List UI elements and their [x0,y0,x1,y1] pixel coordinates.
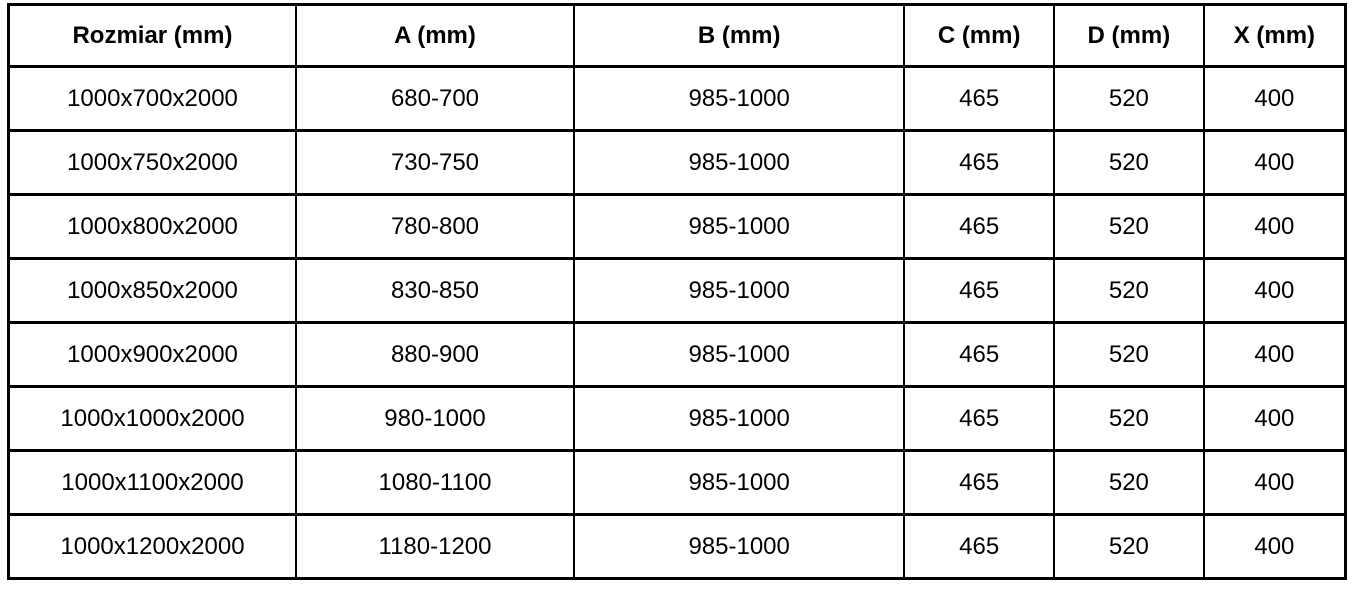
cell-b: 985-1000 [573,513,906,580]
cell-d: 520 [1053,321,1205,388]
cell-b: 985-1000 [573,449,906,516]
cell-rozmiar: 1000x800x2000 [7,193,297,260]
cell-c: 465 [903,257,1056,324]
cell-c: 465 [903,449,1056,516]
cell-d: 520 [1053,193,1205,260]
cell-rozmiar: 1000x900x2000 [7,321,297,388]
cell-d: 520 [1053,513,1205,580]
cell-a: 830-850 [294,257,576,324]
table-row: 1000x800x2000 780-800 985-1000 465 520 4… [7,193,1347,260]
cell-c: 465 [903,385,1056,452]
column-header-rozmiar: Rozmiar (mm) [7,3,297,68]
table-row: 1000x1200x2000 1180-1200 985-1000 465 52… [7,513,1347,580]
cell-d: 520 [1053,65,1205,132]
table-row: 1000x850x2000 830-850 985-1000 465 520 4… [7,257,1347,324]
cell-c: 465 [903,129,1056,196]
header-row: Rozmiar (mm) A (mm) B (mm) C (mm) D (mm)… [7,3,1347,68]
cell-c: 465 [903,321,1056,388]
cell-b: 985-1000 [573,385,906,452]
cell-a: 730-750 [294,129,576,196]
table-row: 1000x1100x2000 1080-1100 985-1000 465 52… [7,449,1347,516]
size-specification-table: Rozmiar (mm) A (mm) B (mm) C (mm) D (mm)… [7,3,1347,580]
cell-c: 465 [903,193,1056,260]
cell-x: 400 [1202,257,1347,324]
cell-x: 400 [1202,129,1347,196]
cell-x: 400 [1202,193,1347,260]
column-header-a: A (mm) [294,3,576,68]
cell-a: 1080-1100 [294,449,576,516]
cell-b: 985-1000 [573,257,906,324]
cell-x: 400 [1202,385,1347,452]
cell-x: 400 [1202,321,1347,388]
cell-d: 520 [1053,385,1205,452]
table-row: 1000x750x2000 730-750 985-1000 465 520 4… [7,129,1347,196]
cell-rozmiar: 1000x1200x2000 [7,513,297,580]
cell-c: 465 [903,513,1056,580]
table-row: 1000x1000x2000 980-1000 985-1000 465 520… [7,385,1347,452]
column-header-x: X (mm) [1202,3,1347,68]
column-header-d: D (mm) [1053,3,1205,68]
cell-a: 680-700 [294,65,576,132]
cell-x: 400 [1202,65,1347,132]
column-header-c: C (mm) [903,3,1056,68]
cell-rozmiar: 1000x750x2000 [7,129,297,196]
cell-b: 985-1000 [573,129,906,196]
cell-rozmiar: 1000x700x2000 [7,65,297,132]
cell-b: 985-1000 [573,321,906,388]
cell-x: 400 [1202,449,1347,516]
cell-b: 985-1000 [573,193,906,260]
cell-rozmiar: 1000x850x2000 [7,257,297,324]
cell-rozmiar: 1000x1000x2000 [7,385,297,452]
cell-a: 1180-1200 [294,513,576,580]
table-row: 1000x900x2000 880-900 985-1000 465 520 4… [7,321,1347,388]
cell-x: 400 [1202,513,1347,580]
cell-c: 465 [903,65,1056,132]
cell-d: 520 [1053,257,1205,324]
cell-a: 980-1000 [294,385,576,452]
table-row: 1000x700x2000 680-700 985-1000 465 520 4… [7,65,1347,132]
cell-d: 520 [1053,129,1205,196]
cell-b: 985-1000 [573,65,906,132]
column-header-b: B (mm) [573,3,906,68]
cell-a: 880-900 [294,321,576,388]
cell-rozmiar: 1000x1100x2000 [7,449,297,516]
cell-a: 780-800 [294,193,576,260]
cell-d: 520 [1053,449,1205,516]
